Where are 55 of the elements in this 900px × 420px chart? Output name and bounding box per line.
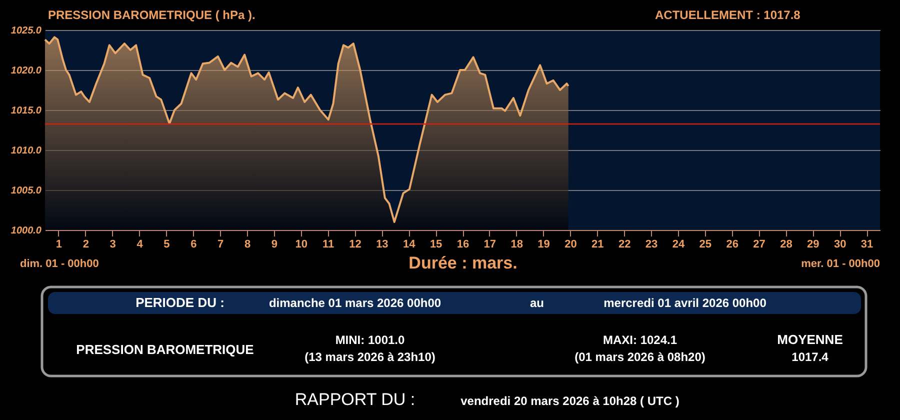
text: PERIODE DU : xyxy=(136,295,224,310)
x-tick-label: 5 xyxy=(164,238,170,250)
y-tick-label: 1005.0 xyxy=(10,186,42,196)
y-tick-label: 1010.0 xyxy=(10,146,42,156)
x-tick-label: 3 xyxy=(110,238,116,250)
text: (13 mars 2026 à 23h10) xyxy=(304,350,436,364)
x-axis-title: Durée : mars. xyxy=(408,254,518,272)
text: MOYENNE xyxy=(777,332,844,347)
x-tick-label: 17 xyxy=(484,238,496,250)
x-tick-label: 2 xyxy=(82,238,89,250)
y-tick-label: 1020.0 xyxy=(10,66,42,76)
x-tick-label: 23 xyxy=(645,238,658,250)
x-tick-label: 20 xyxy=(564,238,577,250)
x-tick-label: 31 xyxy=(860,238,874,250)
text: PRESSION BAROMETRIQUE xyxy=(76,342,254,357)
x-tick-label: 13 xyxy=(376,238,388,250)
x-tick-label: 25 xyxy=(699,238,712,250)
x-tick-label: 30 xyxy=(834,238,846,250)
text: 1017.4 xyxy=(792,350,829,364)
text: RAPPORT DU : xyxy=(294,390,416,409)
x-tick-label: 22 xyxy=(618,238,631,250)
x-tick-label: 10 xyxy=(295,238,308,250)
x-tick-label: 9 xyxy=(271,238,278,250)
y-tick-label: 1025.0 xyxy=(10,26,42,36)
x-tick-label: 4 xyxy=(136,238,144,250)
text: au xyxy=(530,296,544,310)
x-tick-label: 26 xyxy=(726,238,738,250)
x-tick-label: 11 xyxy=(322,238,334,250)
text: vendredi 20 mars 2026 à 10h28 ( UTC ) xyxy=(460,394,680,408)
x-tick-label: 1 xyxy=(56,238,62,250)
x-tick-label: 15 xyxy=(430,238,442,250)
x-tick-label: 7 xyxy=(218,238,224,250)
x-tick-label: 8 xyxy=(244,238,251,250)
chart-title: PRESSION BAROMETRIQUE ( hPa ). xyxy=(48,8,256,22)
text: mer. 01 - 00h00 xyxy=(801,258,880,270)
text: dimanche 01 mars 2026 00h00 xyxy=(268,296,442,310)
x-tick-label: 29 xyxy=(807,238,820,250)
x-tick-label: 21 xyxy=(592,238,604,250)
x-tick-label: 6 xyxy=(190,238,197,250)
text: MINI: 1001.0 xyxy=(335,333,405,347)
text: dim. 01 - 00h00 xyxy=(20,258,99,270)
text: ACTUELLEMENT : 1017.8 xyxy=(655,8,801,22)
y-tick-label: 1000.0 xyxy=(10,226,42,236)
x-tick-label: 19 xyxy=(538,238,550,250)
x-tick-label: 12 xyxy=(349,238,362,250)
text: MAXI: 1024.1 xyxy=(602,333,678,347)
text: (01 mars 2026 à 08h20) xyxy=(574,350,706,364)
x-tick-label: 16 xyxy=(456,238,470,250)
x-tick-label: 18 xyxy=(510,238,523,250)
x-tick-label: 24 xyxy=(672,238,686,250)
y-tick-label: 1015.0 xyxy=(10,106,42,116)
text: mercredi 01 avril 2026 00h00 xyxy=(604,296,767,310)
x-tick-label: 28 xyxy=(780,238,792,250)
x-tick-label: 14 xyxy=(403,238,416,250)
x-tick-label: 27 xyxy=(753,238,766,250)
